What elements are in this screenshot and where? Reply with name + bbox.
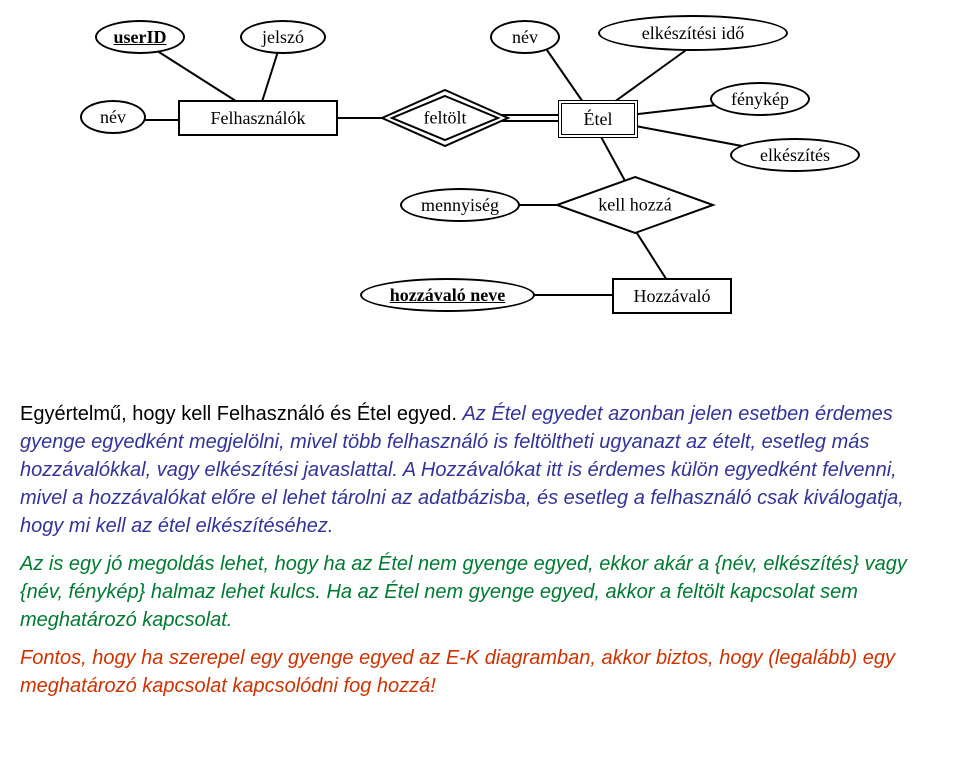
entity-hozzavalo: Hozzávaló	[612, 278, 732, 314]
attribute-fenykep: fénykép	[710, 82, 810, 116]
attribute-mennyiseg: mennyiség	[400, 188, 520, 222]
attribute-label: fénykép	[731, 89, 789, 110]
entity-label: Étel	[584, 109, 613, 130]
attribute-nev-etel: név	[490, 20, 560, 54]
attribute-label: elkészítési idő	[642, 23, 744, 44]
attribute-jelszo: jelszó	[240, 20, 326, 54]
paragraph-4: Fontos, hogy ha szerepel egy gyenge egye…	[20, 647, 895, 697]
attribute-label: userID	[114, 27, 167, 48]
entity-label: Felhasználók	[211, 108, 306, 129]
relationship-kell-hozza: kell hozzá	[555, 175, 715, 235]
attribute-elkeszites: elkészítés	[730, 138, 860, 172]
relationship-feltolt: feltölt	[380, 88, 510, 148]
attribute-nev-user: név	[80, 100, 146, 134]
attribute-label: hozzávaló neve	[390, 285, 505, 306]
attribute-label: elkészítés	[760, 145, 830, 166]
attribute-label: név	[512, 27, 538, 48]
attribute-elkeszitesi-ido: elkészítési idő	[598, 15, 788, 51]
er-diagram: userID jelszó név elkészítési idő név Fe…	[0, 0, 959, 380]
attribute-label: jelszó	[262, 27, 304, 48]
paragraph-1: Egyértelmű, hogy kell Felhasználó és Éte…	[20, 403, 457, 425]
attribute-label: mennyiség	[421, 195, 499, 216]
attribute-hozzavalo-neve: hozzávaló neve	[360, 278, 535, 312]
relationship-label: feltölt	[424, 108, 467, 129]
explanation-text: Egyértelmű, hogy kell Felhasználó és Éte…	[0, 400, 959, 740]
attribute-userid: userID	[95, 20, 185, 54]
entity-etel: Étel	[558, 100, 638, 138]
entity-label: Hozzávaló	[634, 286, 711, 307]
entity-felhasznalok: Felhasználók	[178, 100, 338, 136]
paragraph-3: Az is egy jó megoldás lehet, hogy ha az …	[20, 553, 907, 631]
relationship-label: kell hozzá	[598, 195, 671, 216]
attribute-label: név	[100, 107, 126, 128]
